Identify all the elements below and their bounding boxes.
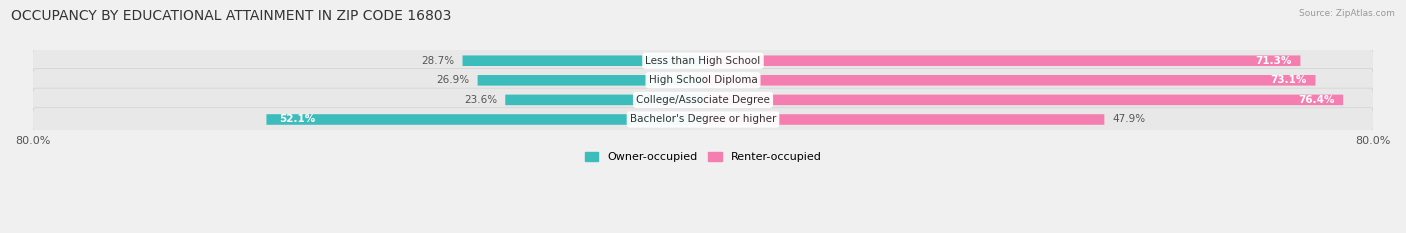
Text: High School Diploma: High School Diploma [648,75,758,85]
Text: 52.1%: 52.1% [278,114,315,124]
Text: College/Associate Degree: College/Associate Degree [636,95,770,105]
FancyBboxPatch shape [703,55,1301,66]
FancyBboxPatch shape [703,95,1343,105]
FancyBboxPatch shape [32,108,1374,131]
Text: Source: ZipAtlas.com: Source: ZipAtlas.com [1299,9,1395,18]
Text: Bachelor's Degree or higher: Bachelor's Degree or higher [630,114,776,124]
FancyBboxPatch shape [32,69,1374,92]
Text: 73.1%: 73.1% [1271,75,1308,85]
Text: 23.6%: 23.6% [464,95,496,105]
Text: 76.4%: 76.4% [1298,95,1334,105]
FancyBboxPatch shape [267,114,703,125]
Text: OCCUPANCY BY EDUCATIONAL ATTAINMENT IN ZIP CODE 16803: OCCUPANCY BY EDUCATIONAL ATTAINMENT IN Z… [11,9,451,23]
Legend: Owner-occupied, Renter-occupied: Owner-occupied, Renter-occupied [581,147,825,166]
Text: 28.7%: 28.7% [420,56,454,66]
Text: 47.9%: 47.9% [1112,114,1146,124]
Text: Less than High School: Less than High School [645,56,761,66]
Text: 71.3%: 71.3% [1256,56,1292,66]
FancyBboxPatch shape [32,49,1374,72]
FancyBboxPatch shape [463,55,703,66]
Text: 26.9%: 26.9% [436,75,470,85]
FancyBboxPatch shape [703,114,1104,125]
FancyBboxPatch shape [703,75,1316,86]
FancyBboxPatch shape [478,75,703,86]
FancyBboxPatch shape [505,95,703,105]
FancyBboxPatch shape [32,88,1374,112]
